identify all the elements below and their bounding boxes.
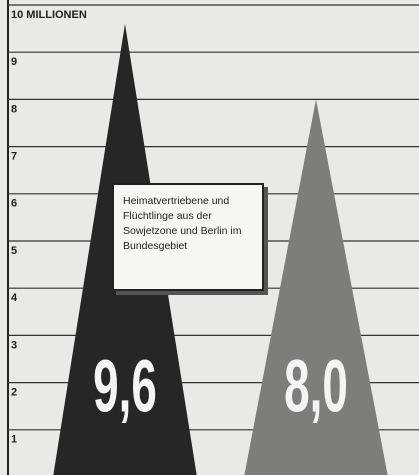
y-tick-label: 4	[11, 292, 18, 304]
value-label: 8,0	[284, 345, 348, 428]
triangle	[244, 99, 388, 475]
y-tick-label: 9	[11, 56, 17, 68]
y-tick-label: 5	[11, 245, 17, 257]
y-tick-label: 3	[11, 339, 17, 351]
y-tick-label: 2	[11, 387, 17, 399]
y-tick-label: 8	[11, 103, 17, 115]
value-label: 9,6	[93, 345, 157, 428]
y-tick-label: 6	[11, 198, 17, 210]
y-tick-label: 7	[11, 151, 17, 163]
annotation: Heimatvertriebene und Flüchtlinge aus de…	[112, 183, 264, 291]
y-tick-label: 10 MILLIONEN	[11, 9, 87, 21]
y-tick-label: 1	[11, 434, 17, 446]
